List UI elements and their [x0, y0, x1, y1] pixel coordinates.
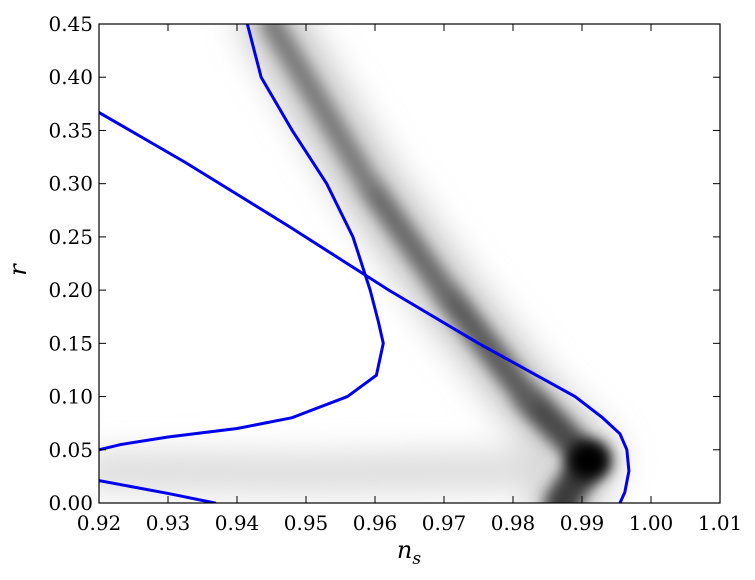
density-ridge-segment	[260, 24, 380, 195]
y-tick-label: 0.00	[48, 491, 93, 515]
contour-inner-upper	[99, 24, 385, 452]
x-tick-label: 0.98	[491, 511, 536, 535]
y-axis: 0.00 0.05 0.10 0.15 0.20 0.25 0.30 0.35 0.40 0.45	[48, 12, 720, 515]
y-tick-label: 0.45	[48, 12, 93, 36]
y-tick-label: 0.35	[48, 118, 93, 142]
y-tick-label: 0.30	[48, 172, 93, 196]
x-tick-label: 0.96	[353, 511, 398, 535]
contour-outer-right	[99, 110, 631, 503]
density-peak	[566, 440, 611, 481]
y-tick-label: 0.10	[48, 385, 93, 409]
x-tick-label: 0.97	[422, 511, 467, 535]
y-axis-label: r	[4, 263, 32, 276]
y-tick-label: 0.15	[48, 331, 93, 355]
x-axis-label-main: n	[397, 536, 412, 564]
x-axis-label: ns	[397, 536, 421, 569]
density-ridge-segment	[431, 277, 540, 410]
x-axis: 0.92 0.93 0.94 0.95 0.96 0.97 0.98 0.99 1.00 1.01	[77, 24, 743, 535]
x-tick-label: 0.99	[560, 511, 605, 535]
contour-lower-left	[99, 479, 217, 503]
contour-lines	[99, 24, 631, 503]
x-tick-label: 0.95	[284, 511, 329, 535]
x-axis-label-subscript: s	[412, 549, 421, 569]
x-tick-label: 1.00	[629, 511, 674, 535]
x-tick-label: 0.92	[77, 511, 122, 535]
x-tick-label: 0.94	[215, 511, 260, 535]
density-ridge-segment	[356, 171, 456, 303]
density-map	[99, 24, 620, 503]
y-tick-label: 0.25	[48, 225, 93, 249]
x-tick-label: 0.93	[146, 511, 191, 535]
density-haze-low	[99, 445, 602, 494]
y-tick-label: 0.40	[48, 65, 93, 89]
plot-frame	[98, 23, 721, 504]
x-tick-label: 1.01	[698, 511, 743, 535]
y-tick-label: 0.20	[48, 278, 93, 302]
y-tick-label: 0.05	[48, 438, 93, 462]
